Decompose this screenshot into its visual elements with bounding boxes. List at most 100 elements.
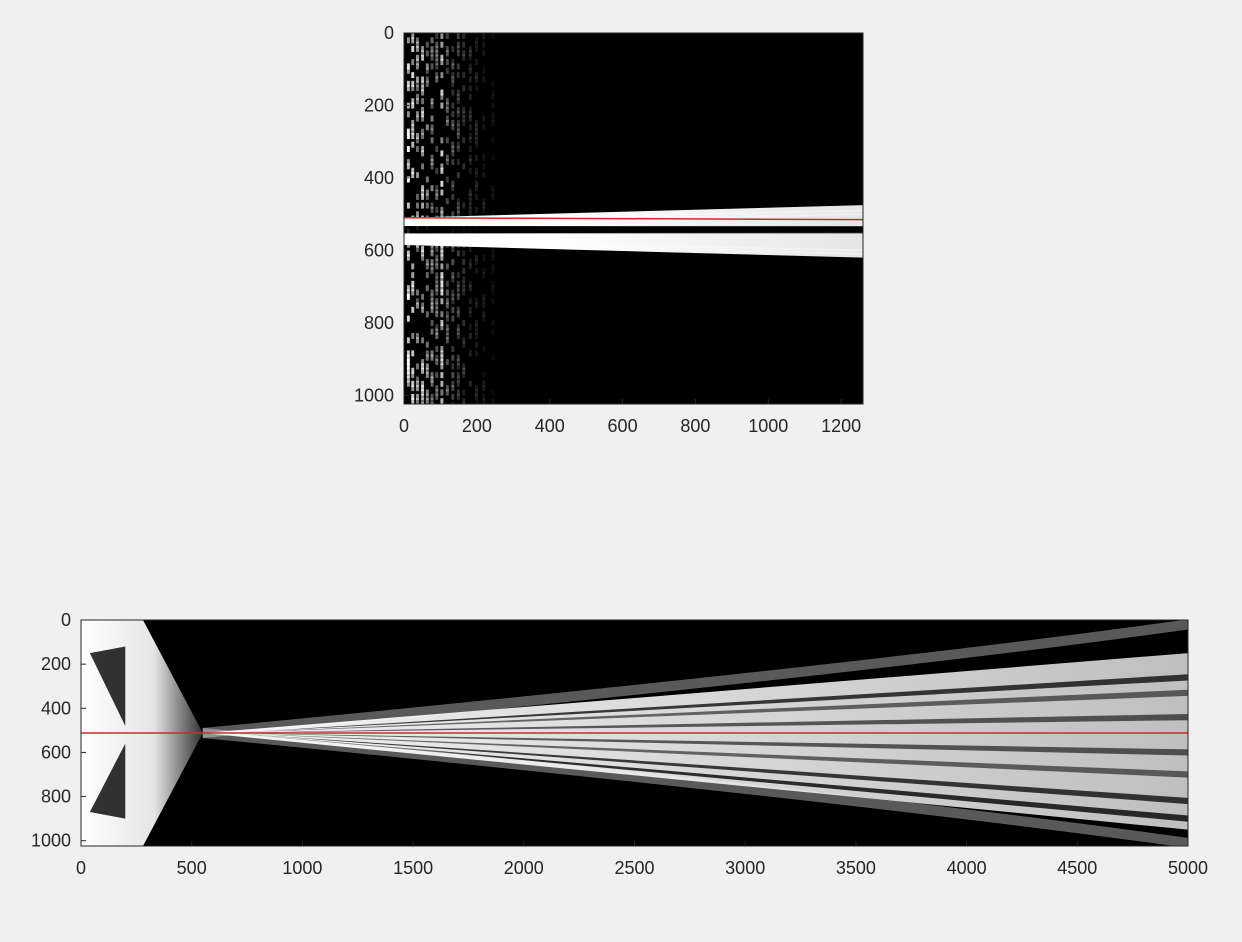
- speckle: [425, 272, 429, 279]
- speckle: [411, 172, 415, 179]
- speckle: [468, 193, 472, 200]
- speckle: [435, 72, 439, 79]
- speckle: [462, 54, 466, 61]
- speckle: [430, 319, 434, 326]
- speckle: [440, 272, 444, 279]
- speckle: [456, 250, 460, 257]
- speckle: [456, 285, 460, 292]
- speckle: [456, 332, 460, 339]
- speckle: [421, 106, 425, 113]
- speckle: [462, 33, 466, 39]
- speckle: [456, 132, 460, 139]
- speckle: [482, 124, 486, 131]
- speckle: [411, 289, 415, 296]
- speckle: [421, 246, 425, 253]
- speckle: [430, 50, 434, 57]
- band-ripple: [495, 243, 863, 256]
- speckle: [406, 80, 410, 87]
- speckle: [482, 76, 486, 83]
- speckle: [482, 272, 486, 279]
- y-tick-label: 1000: [354, 385, 394, 405]
- speckle: [475, 154, 478, 161]
- speckle: [475, 385, 478, 392]
- speckle: [475, 59, 478, 66]
- speckle: [425, 341, 429, 348]
- speckle: [421, 402, 425, 404]
- speckle: [451, 141, 455, 148]
- speckle: [421, 150, 425, 157]
- speckle: [435, 306, 439, 313]
- speckle: [468, 115, 472, 122]
- speckle: [411, 72, 415, 79]
- speckle: [475, 141, 478, 148]
- speckle: [411, 59, 415, 66]
- speckle: [440, 206, 444, 213]
- speckle: [440, 89, 444, 96]
- speckle: [456, 72, 460, 79]
- y-tick-label: 200: [364, 95, 394, 115]
- speckle: [425, 354, 429, 361]
- speckle: [451, 363, 455, 370]
- speckle: [475, 389, 478, 396]
- speckle: [411, 132, 415, 139]
- speckle: [411, 306, 415, 313]
- speckle: [416, 59, 419, 66]
- speckle: [468, 76, 472, 83]
- speckle: [451, 185, 455, 192]
- beam-fringe: [229, 733, 1188, 778]
- speckle: [445, 280, 449, 287]
- speckle: [462, 341, 466, 348]
- speckle: [406, 315, 410, 322]
- speckle: [468, 298, 472, 305]
- speckle: [475, 172, 478, 179]
- speckle: [445, 385, 449, 392]
- speckle: [456, 93, 460, 100]
- speckle: [411, 263, 415, 270]
- speckle: [430, 202, 434, 209]
- speckle: [468, 124, 472, 131]
- speckle: [491, 111, 495, 118]
- top-heatmap-panel: 0 200 400 600 800 1000 1200 0 200 400 600 800 1000: [354, 23, 864, 436]
- speckle: [416, 80, 419, 87]
- speckle: [440, 250, 444, 257]
- speckle: [475, 206, 478, 213]
- speckle: [416, 46, 419, 53]
- speckle: [462, 267, 466, 274]
- speckle: [445, 159, 449, 166]
- speckle: [462, 259, 466, 266]
- speckle: [406, 350, 410, 357]
- heatmap-image: [404, 33, 863, 404]
- speckle: [462, 285, 466, 292]
- speckle: [421, 293, 425, 300]
- speckle: [421, 380, 425, 387]
- speckle: [430, 154, 434, 161]
- speckle: [416, 193, 419, 200]
- speckle: [491, 389, 495, 396]
- speckle: [430, 102, 434, 109]
- dark-center-strip: [404, 226, 863, 234]
- speckle: [451, 146, 455, 153]
- speckle: [416, 380, 419, 387]
- speckle: [475, 328, 478, 335]
- speckle: [440, 380, 444, 387]
- speckle: [491, 211, 495, 218]
- speckle: [468, 167, 472, 174]
- speckle: [491, 189, 495, 196]
- speckle: [451, 150, 455, 157]
- speckle: [440, 246, 444, 253]
- speckle: [445, 67, 449, 74]
- speckle: [411, 85, 415, 92]
- speckle: [456, 389, 460, 396]
- speckle: [445, 332, 449, 339]
- speckle: [406, 176, 410, 183]
- speckle: [491, 298, 495, 305]
- speckle: [416, 393, 419, 400]
- speckle: [451, 46, 455, 53]
- speckle: [456, 393, 460, 400]
- speckle: [468, 137, 472, 144]
- speckle: [411, 372, 415, 379]
- speckle: [440, 41, 444, 48]
- speckle: [425, 311, 429, 318]
- speckle: [475, 193, 478, 200]
- speckle: [475, 259, 478, 266]
